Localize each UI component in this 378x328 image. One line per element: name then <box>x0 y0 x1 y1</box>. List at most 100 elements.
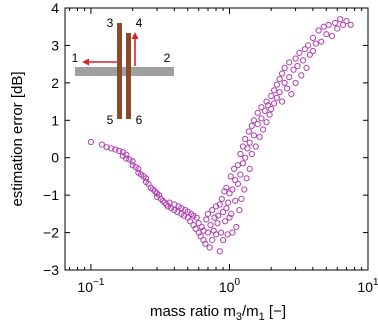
data-point <box>268 106 275 113</box>
data-point <box>159 197 166 204</box>
x-tick-label-exp: −1 <box>93 277 105 288</box>
x-axis-label-main: mass ratio m <box>150 303 236 320</box>
data-point <box>203 216 210 223</box>
y-tick-label: −2 <box>43 225 59 241</box>
data-point <box>250 132 257 139</box>
rod-left <box>117 23 122 119</box>
data-point <box>226 214 233 221</box>
data-point <box>223 184 230 191</box>
data-point <box>163 201 170 208</box>
horizontal-bar <box>75 67 174 76</box>
data-point <box>135 165 142 172</box>
data-point <box>220 237 227 244</box>
data-point <box>276 89 283 96</box>
data-point <box>232 197 239 204</box>
inset-label-1: 1 <box>72 51 79 65</box>
y-tick-label: −1 <box>43 187 59 203</box>
x-axis-label: mass ratio m3/m1 [−] <box>150 303 286 323</box>
data-point <box>268 92 275 100</box>
data-point <box>215 212 222 219</box>
data-point <box>242 154 249 161</box>
rod-right <box>126 33 131 119</box>
arrow-left-head <box>82 58 89 66</box>
y-tick-label: 2 <box>51 75 59 91</box>
data-point <box>334 25 341 32</box>
data-point <box>312 40 319 47</box>
x-tick-label-base: 10 <box>219 279 235 295</box>
x-tick-label-exp: 1 <box>373 277 378 288</box>
data-point <box>204 210 212 217</box>
data-point <box>232 177 239 184</box>
data-point <box>263 98 270 105</box>
data-point <box>273 94 280 101</box>
data-point <box>347 21 354 28</box>
data-point <box>243 175 250 182</box>
x-axis-label-tail: [−] <box>265 303 286 320</box>
scatter-points <box>87 16 354 255</box>
data-point <box>261 107 268 115</box>
x-axis-label-sub2: 1 <box>259 311 265 323</box>
data-point <box>246 165 253 172</box>
data-point <box>328 33 336 40</box>
data-point <box>294 62 301 70</box>
data-point <box>193 214 200 221</box>
inset-label-5: 5 <box>107 113 114 127</box>
data-point <box>281 64 288 72</box>
inset-label-3: 3 <box>107 16 114 30</box>
data-point <box>281 79 288 87</box>
data-point <box>279 98 286 105</box>
data-point <box>123 155 130 162</box>
x-tick-label: 100 <box>219 277 241 295</box>
data-point <box>164 203 172 210</box>
data-point <box>195 220 202 227</box>
data-point <box>229 229 236 236</box>
data-point <box>225 199 232 206</box>
data-point <box>142 175 150 182</box>
data-point <box>233 223 240 231</box>
y-tick-label: 1 <box>51 112 59 128</box>
x-axis-label-mid: /m <box>242 303 259 320</box>
data-point <box>209 237 216 244</box>
inset-label-6: 6 <box>136 113 143 127</box>
data-point <box>318 38 325 45</box>
data-point <box>153 190 161 197</box>
data-point <box>112 146 119 153</box>
data-point <box>119 152 126 159</box>
x-tick-label: 10−1 <box>77 277 104 295</box>
data-point <box>151 188 159 195</box>
y-tick-label: 3 <box>51 37 59 53</box>
data-point <box>298 72 305 79</box>
data-point <box>325 21 332 28</box>
data-point <box>204 229 212 236</box>
y-tick-label: 0 <box>51 150 59 166</box>
inset-label-4: 4 <box>136 16 143 30</box>
data-point <box>234 180 241 187</box>
data-point <box>258 104 265 111</box>
data-point <box>246 139 253 146</box>
data-point <box>238 195 245 202</box>
data-point <box>237 150 244 158</box>
data-point <box>303 64 310 72</box>
data-point <box>300 57 307 64</box>
data-point <box>226 190 233 197</box>
data-point <box>157 195 164 202</box>
data-point <box>254 109 261 116</box>
data-point <box>214 220 221 227</box>
data-point <box>227 173 234 180</box>
x-tick-label-base: 10 <box>357 279 373 295</box>
data-point <box>273 81 280 88</box>
data-point <box>126 156 133 163</box>
data-point <box>108 145 115 152</box>
y-tick-label: 4 <box>51 0 59 16</box>
data-point <box>265 102 272 109</box>
data-point <box>216 248 223 255</box>
data-point <box>234 162 241 169</box>
data-point <box>263 119 270 126</box>
data-point <box>229 186 236 193</box>
data-point <box>218 195 225 202</box>
data-point <box>286 74 293 81</box>
data-point <box>279 70 286 77</box>
data-point <box>202 240 209 247</box>
